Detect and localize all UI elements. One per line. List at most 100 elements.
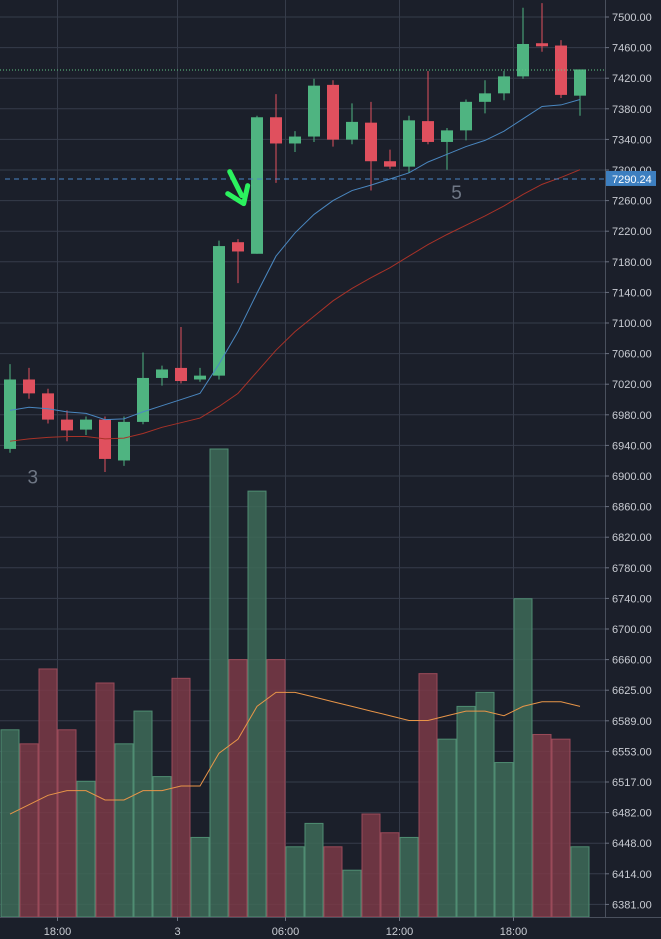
price-tick-label: 7180.00	[612, 257, 652, 269]
volume-bar	[399, 836, 419, 918]
candle-body	[384, 161, 396, 167]
time-axis[interactable]: 18:00 3 06:00 12:00 18:00	[0, 917, 661, 939]
candle-body	[517, 43, 529, 77]
candle-body	[289, 136, 301, 144]
volume-ma-line	[9, 691, 581, 815]
time-tick-label: 18:00	[500, 926, 528, 938]
price-tick-label: 7420.00	[612, 73, 652, 85]
candle	[308, 78, 320, 142]
price-tick-label: 7220.00	[612, 226, 652, 238]
candle-body	[156, 369, 168, 378]
marker-price-tag	[606, 170, 656, 186]
candle	[232, 239, 244, 284]
candle	[4, 364, 16, 453]
price-axis-panel	[605, 0, 661, 939]
time-tick-label: 18:00	[44, 926, 72, 938]
wave-label: 5	[451, 183, 462, 204]
volume-bar	[570, 846, 590, 918]
candle	[403, 115, 415, 173]
volume-bar	[133, 710, 153, 918]
candle-body	[251, 117, 263, 254]
candle-body	[61, 419, 73, 431]
candle	[80, 416, 92, 436]
price-tick-label: 6625.00	[612, 685, 652, 697]
candle	[498, 70, 510, 101]
candle	[365, 101, 377, 191]
volume-bar	[247, 490, 267, 918]
price-tick-label: 7060.00	[612, 349, 652, 361]
candle-body	[479, 93, 491, 102]
price-tick-label: 6414.00	[612, 869, 652, 881]
volume-bar	[361, 813, 381, 918]
candle	[441, 128, 453, 170]
price-tick-label: 6448.00	[612, 838, 652, 850]
volume-bar	[494, 762, 514, 918]
price-tick-label: 6381.00	[612, 899, 652, 911]
volume-bar	[342, 869, 362, 918]
price-tick-label: 7340.00	[612, 134, 652, 146]
price-tick-label: 6700.00	[612, 624, 652, 636]
price-tick-label: 7380.00	[612, 104, 652, 116]
candle	[574, 69, 586, 116]
candle-body	[441, 130, 453, 142]
candle-body	[118, 421, 130, 461]
candle	[270, 94, 282, 183]
arrow-head	[225, 183, 251, 207]
price-axis[interactable]: 7500.007460.007420.007380.007340.007300.…	[605, 0, 661, 939]
overlays: 35	[0, 69, 605, 489]
candle-body	[460, 101, 472, 131]
price-tick-label: 6482.00	[612, 808, 652, 820]
candle-body	[365, 122, 377, 162]
candle	[156, 365, 168, 386]
arrow-icon	[225, 169, 251, 207]
time-tick-label: 3	[174, 926, 180, 938]
candle	[213, 240, 225, 380]
candle	[289, 131, 301, 152]
price-tick-label: 6900.00	[612, 471, 652, 483]
volume-bar	[304, 822, 324, 918]
candle-body	[536, 43, 548, 47]
candle	[555, 40, 567, 98]
candle-body	[403, 120, 415, 167]
candle-body	[232, 242, 244, 252]
volume-bar	[190, 836, 210, 918]
candle-body	[346, 121, 358, 140]
candle	[479, 80, 491, 114]
volume-bar	[38, 668, 58, 918]
time-tick-label: 06:00	[272, 926, 300, 938]
price-tick-label: 6820.00	[612, 532, 652, 544]
candle	[517, 7, 529, 79]
price-tick-label: 7500.00	[612, 12, 652, 24]
candle-body	[574, 69, 586, 96]
candle-body	[270, 117, 282, 144]
volume-bar	[437, 738, 457, 918]
candle	[346, 103, 358, 145]
arrow-shaft	[227, 169, 245, 199]
price-tick-label: 6553.00	[612, 746, 652, 758]
candle-body	[213, 246, 225, 376]
candle	[194, 367, 206, 382]
ema-slow-line	[9, 169, 581, 442]
volume-bars	[0, 448, 590, 918]
candle-body	[194, 375, 206, 380]
candle-body	[308, 85, 320, 137]
ema-fast-line	[9, 99, 581, 421]
candle	[42, 388, 54, 424]
price-tick-label: 6740.00	[612, 593, 652, 605]
candle	[251, 115, 263, 254]
candle-body	[498, 76, 510, 94]
price-tick-label: 6980.00	[612, 410, 652, 422]
price-tick-label: 6940.00	[612, 440, 652, 452]
candle	[460, 99, 472, 141]
candle	[175, 327, 187, 384]
candle	[384, 149, 396, 169]
time-axis-panel	[0, 917, 661, 939]
volume-bar	[0, 729, 20, 918]
candle	[327, 80, 339, 147]
candle	[61, 410, 73, 442]
candle-body	[80, 419, 92, 430]
volume-bar	[475, 691, 495, 918]
marker-price-tag-label: 7290.24	[612, 174, 652, 186]
price-tick-label: 7140.00	[612, 287, 652, 299]
